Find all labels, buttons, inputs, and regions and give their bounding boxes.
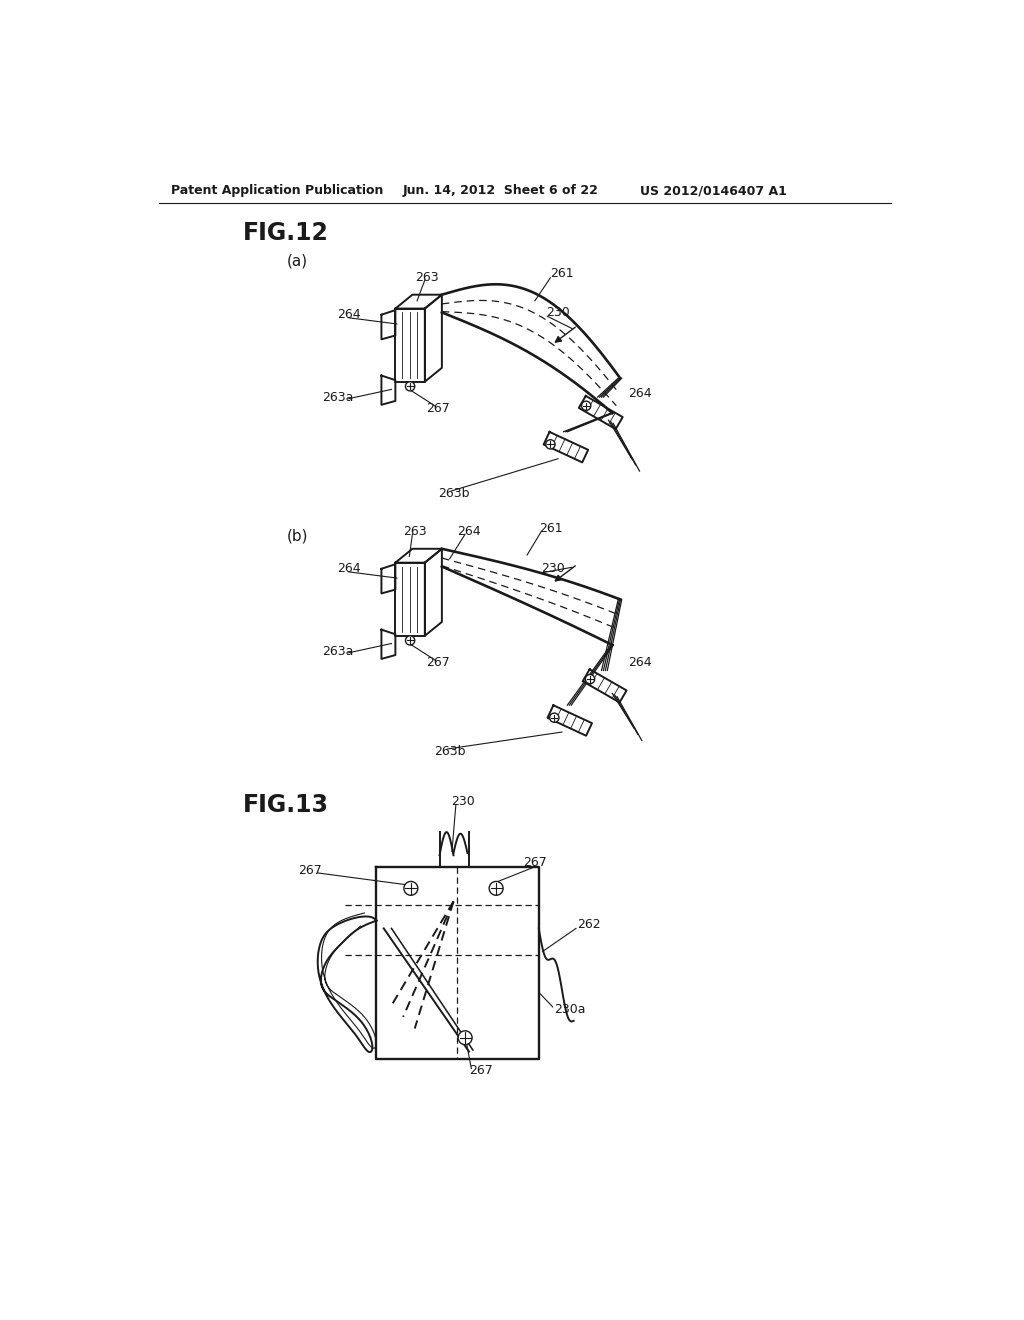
Text: 264: 264 (337, 308, 360, 321)
Text: 264: 264 (628, 387, 651, 400)
Circle shape (406, 636, 415, 645)
Text: 263b: 263b (438, 487, 469, 500)
Text: 267: 267 (523, 857, 547, 870)
Circle shape (546, 440, 555, 449)
Text: Jun. 14, 2012  Sheet 6 of 22: Jun. 14, 2012 Sheet 6 of 22 (403, 185, 599, 197)
Text: 264: 264 (337, 562, 360, 576)
Text: 261: 261 (539, 521, 562, 535)
Circle shape (582, 401, 591, 411)
Text: 262: 262 (578, 917, 601, 931)
Text: 263: 263 (415, 271, 438, 284)
Text: 230: 230 (541, 562, 565, 576)
Text: (a): (a) (287, 253, 308, 268)
Text: Patent Application Publication: Patent Application Publication (171, 185, 383, 197)
Circle shape (586, 675, 595, 684)
Text: FIG.13: FIG.13 (243, 793, 329, 817)
Text: 267: 267 (426, 656, 451, 669)
Text: 263b: 263b (434, 744, 466, 758)
Text: FIG.12: FIG.12 (243, 220, 329, 246)
Text: 230a: 230a (554, 1003, 586, 1016)
Text: 261: 261 (550, 268, 574, 280)
Text: 267: 267 (426, 403, 451, 416)
Circle shape (489, 882, 503, 895)
Text: 267: 267 (299, 865, 323, 878)
Text: 230: 230 (452, 795, 475, 808)
Text: 230: 230 (547, 306, 570, 319)
Text: 267: 267 (469, 1064, 493, 1077)
Circle shape (406, 381, 415, 391)
Text: 264: 264 (628, 656, 651, 669)
Text: 263: 263 (403, 525, 427, 539)
Circle shape (403, 882, 418, 895)
Circle shape (550, 713, 559, 722)
Text: 263a: 263a (322, 391, 353, 404)
Text: (b): (b) (287, 528, 308, 544)
Text: 264: 264 (458, 525, 481, 539)
Circle shape (458, 1031, 472, 1044)
Text: US 2012/0146407 A1: US 2012/0146407 A1 (640, 185, 786, 197)
Text: 263a: 263a (322, 644, 353, 657)
